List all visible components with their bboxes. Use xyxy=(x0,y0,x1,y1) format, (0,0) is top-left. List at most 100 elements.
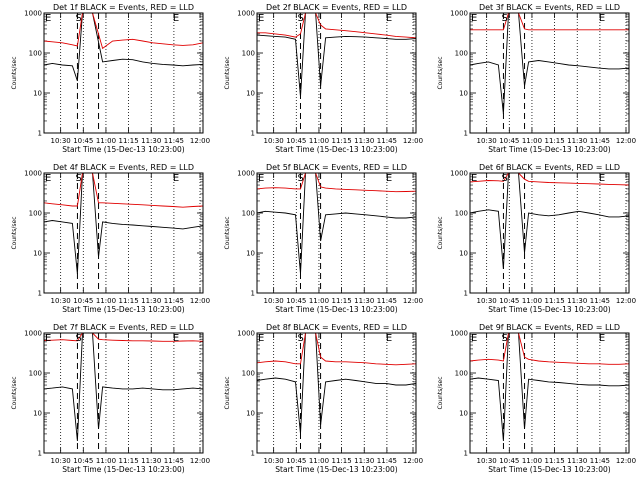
panel-3-xtick-label: 10:30 xyxy=(477,137,497,145)
panel-6-ytick-label: 100 xyxy=(455,210,468,218)
panel-5-ytick-label: 1 xyxy=(251,290,255,298)
panel-8-ytick-label: 1000 xyxy=(237,330,255,338)
panel-4-xtick-label: 11:45 xyxy=(164,297,184,305)
panel-5-xtick-label: 10:45 xyxy=(286,297,306,305)
panel-2-event-marker: E xyxy=(386,13,392,24)
panel-4-xtick-label: 10:45 xyxy=(73,297,93,305)
panel-1-series-lld xyxy=(43,12,204,50)
panel-1-ytick-label: 1000 xyxy=(24,10,42,18)
panel-4-xtick-label: 12:00 xyxy=(190,297,210,305)
panel-7-ytick-label: 1 xyxy=(38,450,42,458)
panel-8-event-marker: E xyxy=(386,333,392,344)
panel-3-title: Det 3f BLACK = Events, RED = LLD xyxy=(479,3,620,12)
panel-5-xtick-label: 11:00 xyxy=(309,297,329,305)
panel-5-event-marker: S xyxy=(297,173,303,184)
panel-8-xtick-label: 10:30 xyxy=(264,457,284,465)
panel-7-series-events xyxy=(43,332,204,442)
panel-7-xtick-label: 11:15 xyxy=(119,457,139,465)
panel-1-event-marker: S xyxy=(75,13,81,24)
panel-3-xtick-label: 11:30 xyxy=(567,137,587,145)
panel-2-title: Det 2f BLACK = Events, RED = LLD xyxy=(266,3,407,12)
panel-8-plot-frame xyxy=(256,332,417,454)
panel-7-title: Det 7f BLACK = Events, RED = LLD xyxy=(53,323,194,332)
panel-6-xlabel: Start Time (15-Dec-13 10:23:00) xyxy=(488,305,610,314)
panel-1-xlabel: Start Time (15-Dec-13 10:23:00) xyxy=(62,145,184,154)
panel-4-xtick-label: 11:15 xyxy=(119,297,139,305)
panel-6-series-lld xyxy=(469,172,630,186)
panel-8-event-marker: S xyxy=(297,333,303,344)
panel-3-event-marker: S xyxy=(501,13,507,24)
panel-7-xtick-label: 11:30 xyxy=(141,457,161,465)
panel-7-event-marker: E xyxy=(173,333,179,344)
panel-3-xlabel: Start Time (15-Dec-13 10:23:00) xyxy=(488,145,610,154)
panel-3-xtick-label: 11:45 xyxy=(590,137,610,145)
panel-6-xtick-label: 11:30 xyxy=(567,297,587,305)
panel-3-ytick-label: 1000 xyxy=(450,10,468,18)
panel-8-xlabel: Start Time (15-Dec-13 10:23:00) xyxy=(275,465,397,474)
panel-9-xtick-label: 11:15 xyxy=(545,457,565,465)
panel-4-event-marker: E xyxy=(45,173,51,184)
panel-5-xtick-label: 11:30 xyxy=(354,297,374,305)
panel-1-xtick-label: 10:45 xyxy=(73,137,93,145)
panel-5-xtick-label: 11:45 xyxy=(377,297,397,305)
panel-9-ytick-label: 1 xyxy=(464,450,468,458)
panel-2-ytick-label: 10 xyxy=(246,90,255,98)
panel-8-xtick-label: 11:45 xyxy=(377,457,397,465)
panel-9-ytick-label: 1000 xyxy=(450,330,468,338)
panel-6-xtick-label: 11:45 xyxy=(590,297,610,305)
panel-3-ytick-label: 10 xyxy=(459,90,468,98)
panel-7-event-marker: E xyxy=(45,333,51,344)
panel-6-xtick-label: 10:45 xyxy=(499,297,519,305)
panel-6-event-marker: E xyxy=(599,173,605,184)
panel-8-ytick-label: 100 xyxy=(242,370,255,378)
panel-6-xtick-label: 10:30 xyxy=(477,297,497,305)
panel-6-xtick-label: 12:00 xyxy=(616,297,636,305)
panel-3-ytick-label: 100 xyxy=(455,50,468,58)
panel-3-event-marker: E xyxy=(471,13,477,24)
panel-3-event-marker: E xyxy=(599,13,605,24)
panel-6-xtick-label: 11:00 xyxy=(522,297,542,305)
panel-7-xtick-label: 10:45 xyxy=(73,457,93,465)
panel-2-series-lld xyxy=(257,12,417,39)
panel-2-plot-frame xyxy=(256,12,417,134)
panel-6-xtick-label: 11:15 xyxy=(545,297,565,305)
panel-5-event-marker: E xyxy=(258,173,264,184)
panel-9-ytick-label: 100 xyxy=(455,370,468,378)
panel-6-ytick-label: 1 xyxy=(464,290,468,298)
panel-2-xtick-label: 10:30 xyxy=(264,137,284,145)
panel-2-event-marker: E xyxy=(258,13,264,24)
panel-9-xtick-label: 11:45 xyxy=(590,457,610,465)
panel-8-xtick-label: 11:15 xyxy=(332,457,352,465)
panel-4-plot-frame xyxy=(43,172,204,294)
panel-4-event-marker: E xyxy=(173,173,179,184)
panel-7-series-lld xyxy=(43,332,204,342)
panel-5-xtick-label: 12:00 xyxy=(403,297,423,305)
panel-7-event-marker: S xyxy=(75,333,81,344)
panel-6-plot-frame xyxy=(469,172,630,294)
panel-5-xtick-label: 10:30 xyxy=(264,297,284,305)
panel-2-ylabel: Counts/sec xyxy=(224,56,231,89)
panel-6-event-marker: S xyxy=(501,173,507,184)
panel-8-xtick-label: 12:00 xyxy=(403,457,423,465)
panel-2-xtick-label: 11:15 xyxy=(332,137,352,145)
panel-4-ylabel: Counts/sec xyxy=(11,216,18,249)
panel-8-title: Det 8f BLACK = Events, RED = LLD xyxy=(266,323,407,332)
panel-9-event-marker: S xyxy=(501,333,507,344)
panel-6-ylabel: Counts/sec xyxy=(437,216,444,249)
panel-7-xtick-label: 11:00 xyxy=(96,457,116,465)
panel-5-ytick-label: 10 xyxy=(246,250,255,258)
panel-8-xtick-label: 11:30 xyxy=(354,457,374,465)
panel-5-ytick-label: 100 xyxy=(242,210,255,218)
panel-3-series-lld xyxy=(470,12,629,31)
panel-2-event-marker: S xyxy=(297,13,303,24)
panel-7-ytick-label: 100 xyxy=(29,370,42,378)
panel-3-series-events xyxy=(469,12,630,114)
panel-8-xtick-label: 11:00 xyxy=(309,457,329,465)
panel-1-ytick-label: 1 xyxy=(38,130,42,138)
panel-1-xtick-label: 11:00 xyxy=(96,137,116,145)
panel-4-ytick-label: 100 xyxy=(29,210,42,218)
panel-3-xtick-label: 10:45 xyxy=(499,137,519,145)
panel-2-series-events xyxy=(256,12,417,97)
panel-4-title: Det 4f BLACK = Events, RED = LLD xyxy=(53,163,194,172)
panel-1-xtick-label: 10:30 xyxy=(51,137,71,145)
